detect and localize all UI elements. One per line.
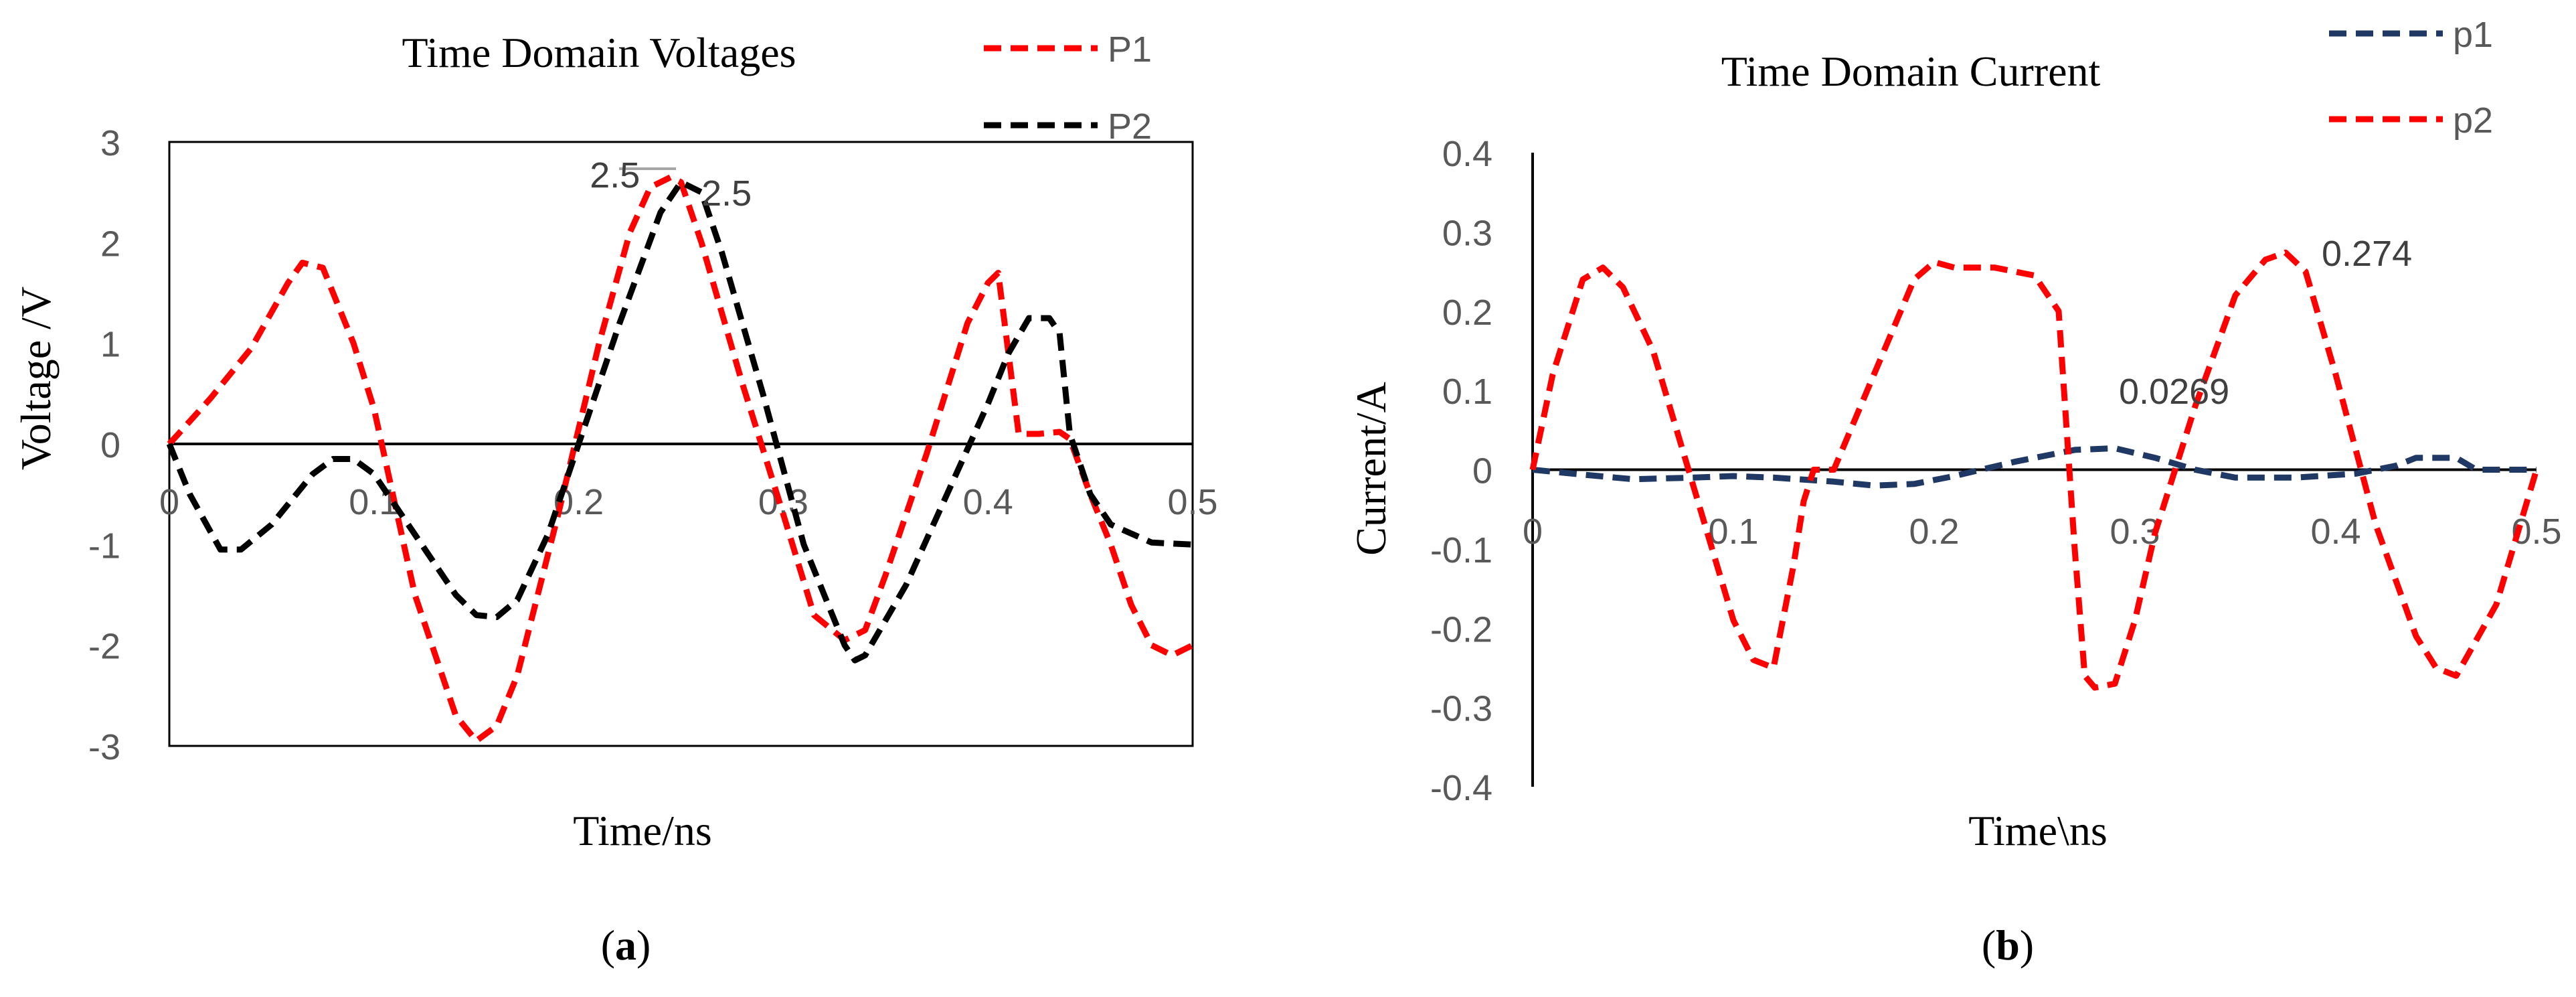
x-axis-label: Time\ns: [1968, 807, 2108, 854]
series-line-p1: [1532, 445, 2537, 489]
y-tick-label: 0: [100, 425, 120, 465]
y-tick-label: -0.2: [1430, 609, 1492, 649]
y-tick-label: -2: [88, 627, 120, 667]
caption-close: ): [636, 921, 651, 969]
y-tick-label: 3: [100, 123, 120, 163]
legend-label: p1: [2453, 15, 2493, 55]
y-tick-label: 0.1: [1442, 372, 1492, 412]
caption: (b): [1982, 921, 2034, 969]
y-tick-label: -0.4: [1430, 768, 1492, 808]
chart-title: Time Domain Voltages: [402, 29, 796, 76]
caption-letter: b: [1996, 921, 2020, 969]
y-tick-label: 0.3: [1442, 213, 1492, 253]
data-label: 0.0269: [2119, 372, 2229, 412]
y-tick-label: 0.2: [1442, 293, 1492, 333]
y-tick-label: -0.1: [1430, 530, 1492, 570]
x-tick-label: 0: [159, 482, 179, 522]
caption-open: (: [601, 921, 615, 969]
data-label: 0.274: [2322, 234, 2412, 274]
series-group: [166, 174, 1194, 744]
y-tick-label: 1: [100, 325, 120, 365]
y-axis-label: Voltage /V: [12, 287, 60, 470]
x-tick-label: 0.1: [1708, 512, 1758, 552]
y-tick-label: 0: [1472, 451, 1492, 491]
y-tick-label: 0.4: [1442, 134, 1492, 174]
x-tick-label: 0.4: [2310, 512, 2360, 552]
y-tick-label: 2: [100, 224, 120, 264]
caption-open: (: [1982, 921, 1996, 969]
x-tick-label: 0.5: [1167, 482, 1217, 522]
x-tick-label: 0: [1523, 512, 1543, 552]
data-label: 2.5: [701, 173, 752, 214]
legend: p1 p2: [2329, 15, 2493, 141]
chart-title: Time Domain Current: [1721, 48, 2101, 95]
y-tick-label: -0.3: [1430, 689, 1492, 729]
y-tick-labels: -0.4 -0.3 -0.2 -0.1 0 0.1 0.2 0.3 0.4: [1430, 134, 1492, 808]
x-tick-labels: 0 0.1 0.2 0.3 0.4 0.5: [1523, 512, 2562, 552]
y-tick-labels: -3 -2 -1 0 1 2 3: [88, 123, 120, 767]
y-tick-label: -1: [88, 526, 120, 566]
annotations: 2.5 2.5: [590, 155, 752, 214]
x-axis-label: Time/ns: [573, 807, 712, 854]
caption: (a): [601, 921, 651, 969]
x-tick-label: 0.1: [349, 482, 399, 522]
annotations: 0.0269 0.274: [2119, 234, 2412, 412]
series-line-p1: [167, 174, 1194, 744]
y-axis-label: Current/A: [1347, 382, 1395, 556]
legend-label: P1: [1108, 29, 1152, 70]
x-tick-label: 0.4: [963, 482, 1013, 522]
current-chart: Time Domain Current -0.4 -0.3 -0.2 -0.1 0 0.1…: [1347, 15, 2562, 969]
series-group: [1529, 249, 2540, 691]
series-line-p2: [166, 179, 1193, 664]
caption-letter: a: [615, 921, 636, 969]
legend-label: P2: [1108, 106, 1152, 147]
caption-close: ): [2020, 921, 2034, 969]
x-tick-labels: 0 0.1 0.2 0.3 0.4 0.5: [159, 482, 1218, 522]
x-tick-label: 0.2: [1909, 512, 1959, 552]
legend-label: p2: [2453, 100, 2493, 141]
data-label: 2.5: [590, 155, 640, 196]
legend: P1 P2: [984, 29, 1152, 147]
y-tick-label: -3: [88, 727, 120, 767]
